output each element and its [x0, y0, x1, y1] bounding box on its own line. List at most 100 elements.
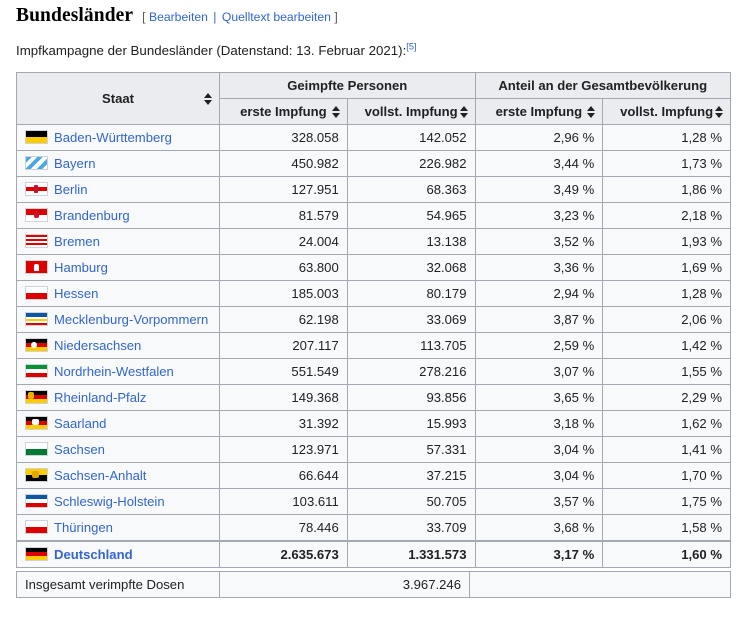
bracket-close: ] — [334, 10, 338, 24]
header-row-groups: Staat Geimpfte Personen Anteil an der Ge… — [16, 72, 731, 126]
cell-first-dose-share: 3,68 % — [474, 514, 604, 542]
table-row: Rheinland-Pfalz 149.368 93.856 3,65 % 2,29 % — [16, 384, 731, 412]
caption-text: Impfkampagne der Bundesländer (Datenstan… — [16, 43, 407, 58]
column-header-full-dose-share[interactable]: vollst. Impfung — [602, 98, 731, 126]
edit-links-separator: | — [213, 10, 217, 24]
cell-full-dose: 113.705 — [346, 332, 476, 360]
reference-link[interactable]: [5] — [406, 41, 417, 52]
cell-full-dose-share: 1,75 % — [602, 488, 731, 516]
cell-first-dose: 31.392 — [219, 410, 348, 438]
cell-first-dose: 127.951 — [219, 176, 348, 204]
cell-full-dose-share: 1,73 % — [602, 150, 731, 178]
cell-full-dose-share: 2,06 % — [602, 306, 731, 334]
cell-full-dose: 37.215 — [346, 462, 476, 490]
header-row-columns: erste Impfung vollst. Impfung erste Impf… — [17, 98, 731, 126]
cell-first-dose: 2.635.673 — [219, 540, 348, 569]
state-link[interactable]: Niedersachsen — [54, 338, 142, 354]
flag-thueringen-icon — [25, 520, 48, 535]
cell-state: Hamburg — [16, 254, 220, 282]
state-link[interactable]: Schleswig-Holstein — [54, 494, 165, 510]
column-header-full-dose-share-label: vollst. Impfung — [620, 104, 714, 120]
cell-state: Brandenburg — [16, 202, 220, 230]
state-link[interactable]: Brandenburg — [54, 208, 130, 224]
vaccination-table-wrapper: Staat Geimpfte Personen Anteil an der Ge… — [16, 72, 732, 599]
edit-link[interactable]: Bearbeiten — [148, 10, 208, 24]
sort-icon[interactable] — [587, 105, 596, 119]
table-row: Schleswig-Holstein 103.611 50.705 3,57 % 1,7… — [16, 488, 731, 516]
state-link[interactable]: Sachsen — [54, 442, 105, 458]
flag-sachsen-anhalt-icon — [25, 468, 48, 483]
vaccination-table: Staat Geimpfte Personen Anteil an der Ge… — [16, 72, 731, 569]
cell-first-dose-share: 3,44 % — [474, 150, 604, 178]
state-link[interactable]: Hamburg — [54, 260, 108, 276]
cell-full-dose: 93.856 — [346, 384, 476, 412]
total-doses-row: Insgesamt verimpfte Dosen 3.967.246 — [16, 571, 731, 599]
table-row: Bayern 450.982 226.982 3,44 % 1,73 % — [16, 150, 731, 178]
state-link[interactable]: Bremen — [54, 234, 100, 250]
cell-first-dose-share: 3,52 % — [474, 228, 604, 256]
cell-full-dose: 1.331.573 — [346, 540, 476, 569]
cell-full-dose-share: 1,42 % — [602, 332, 731, 360]
sort-icon[interactable] — [715, 105, 724, 119]
cell-state: Rheinland-Pfalz — [16, 384, 220, 412]
cell-first-dose-share: 3,17 % — [474, 540, 604, 569]
total-doses-value: 3.967.246 — [219, 571, 470, 599]
state-link[interactable]: Saarland — [54, 416, 107, 432]
state-link[interactable]: Sachsen-Anhalt — [54, 468, 147, 484]
state-link[interactable]: Nordrhein-Westfalen — [54, 364, 174, 380]
state-link[interactable]: Thüringen — [54, 520, 113, 536]
state-link[interactable]: Rheinland-Pfalz — [54, 390, 147, 406]
state-link[interactable]: Mecklenburg-Vorpommern — [54, 312, 209, 328]
cell-full-dose: 68.363 — [346, 176, 476, 204]
cell-state: Niedersachsen — [16, 332, 220, 360]
section-heading: Bundesländer [ Bearbeiten | Quelltext be… — [16, 0, 732, 27]
cell-full-dose: 50.705 — [346, 488, 476, 516]
cell-first-dose-share: 3,87 % — [474, 306, 604, 334]
cell-full-dose: 80.179 — [346, 280, 476, 308]
cell-full-dose: 32.068 — [346, 254, 476, 282]
cell-full-dose-share: 2,29 % — [602, 384, 731, 412]
column-group-population-share: Anteil an der Gesamtbevölkerung — [474, 72, 731, 100]
cell-full-dose-share: 1,58 % — [602, 514, 731, 542]
sort-icon[interactable] — [204, 92, 213, 106]
cell-full-dose: 33.709 — [346, 514, 476, 542]
state-link[interactable]: Bayern — [54, 156, 96, 172]
flag-berlin-icon — [25, 182, 48, 197]
cell-first-dose: 62.198 — [219, 306, 348, 334]
section-edit-links: [ Bearbeiten | Quelltext bearbeiten ] — [142, 10, 338, 24]
reference-marker[interactable]: [5] — [406, 42, 416, 52]
edit-source-link[interactable]: Quelltext bearbeiten — [221, 10, 331, 24]
flag-schleswig-holstein-icon — [25, 494, 48, 509]
sort-icon[interactable] — [331, 105, 341, 119]
cell-full-dose-share: 1,60 % — [602, 540, 731, 569]
column-header-state[interactable]: Staat — [16, 72, 220, 126]
cell-state: Nordrhein-Westfalen — [16, 358, 220, 386]
cell-full-dose-share: 1,28 % — [602, 124, 731, 152]
flag-niedersachsen-icon — [25, 338, 48, 353]
state-link[interactable]: Hessen — [54, 286, 99, 302]
cell-first-dose-share: 2,94 % — [474, 280, 604, 308]
cell-first-dose-share: 3,49 % — [474, 176, 604, 204]
sort-icon[interactable] — [459, 105, 469, 119]
state-link[interactable]: Berlin — [54, 182, 88, 198]
column-header-full-dose[interactable]: vollst. Impfung — [346, 98, 476, 126]
state-link[interactable]: Baden-Württemberg — [54, 130, 172, 146]
flag-deutschland-icon — [25, 547, 48, 562]
column-header-first-dose[interactable]: erste Impfung — [219, 98, 348, 126]
cell-first-dose-share: 3,18 % — [474, 410, 604, 438]
cell-first-dose-share: 2,96 % — [474, 124, 604, 152]
cell-state: Bayern — [16, 150, 220, 178]
column-header-state-label: Staat — [101, 91, 135, 107]
cell-first-dose-share: 3,04 % — [474, 462, 604, 490]
flag-baden-wuerttemberg-icon — [25, 130, 48, 145]
cell-first-dose: 78.446 — [219, 514, 348, 542]
column-header-first-dose-share[interactable]: erste Impfung — [474, 98, 604, 126]
table-caption: Impfkampagne der Bundesländer (Datenstan… — [16, 41, 732, 60]
cell-full-dose-share: 1,62 % — [602, 410, 731, 438]
flag-hamburg-icon — [25, 260, 48, 275]
table-row: Saarland 31.392 15.993 3,18 % 1,62 % — [16, 410, 731, 438]
state-link[interactable]: Deutschland — [54, 547, 133, 563]
cell-first-dose-share: 3,04 % — [474, 436, 604, 464]
cell-full-dose-share: 2,18 % — [602, 202, 731, 230]
flag-sachsen-icon — [25, 442, 48, 457]
